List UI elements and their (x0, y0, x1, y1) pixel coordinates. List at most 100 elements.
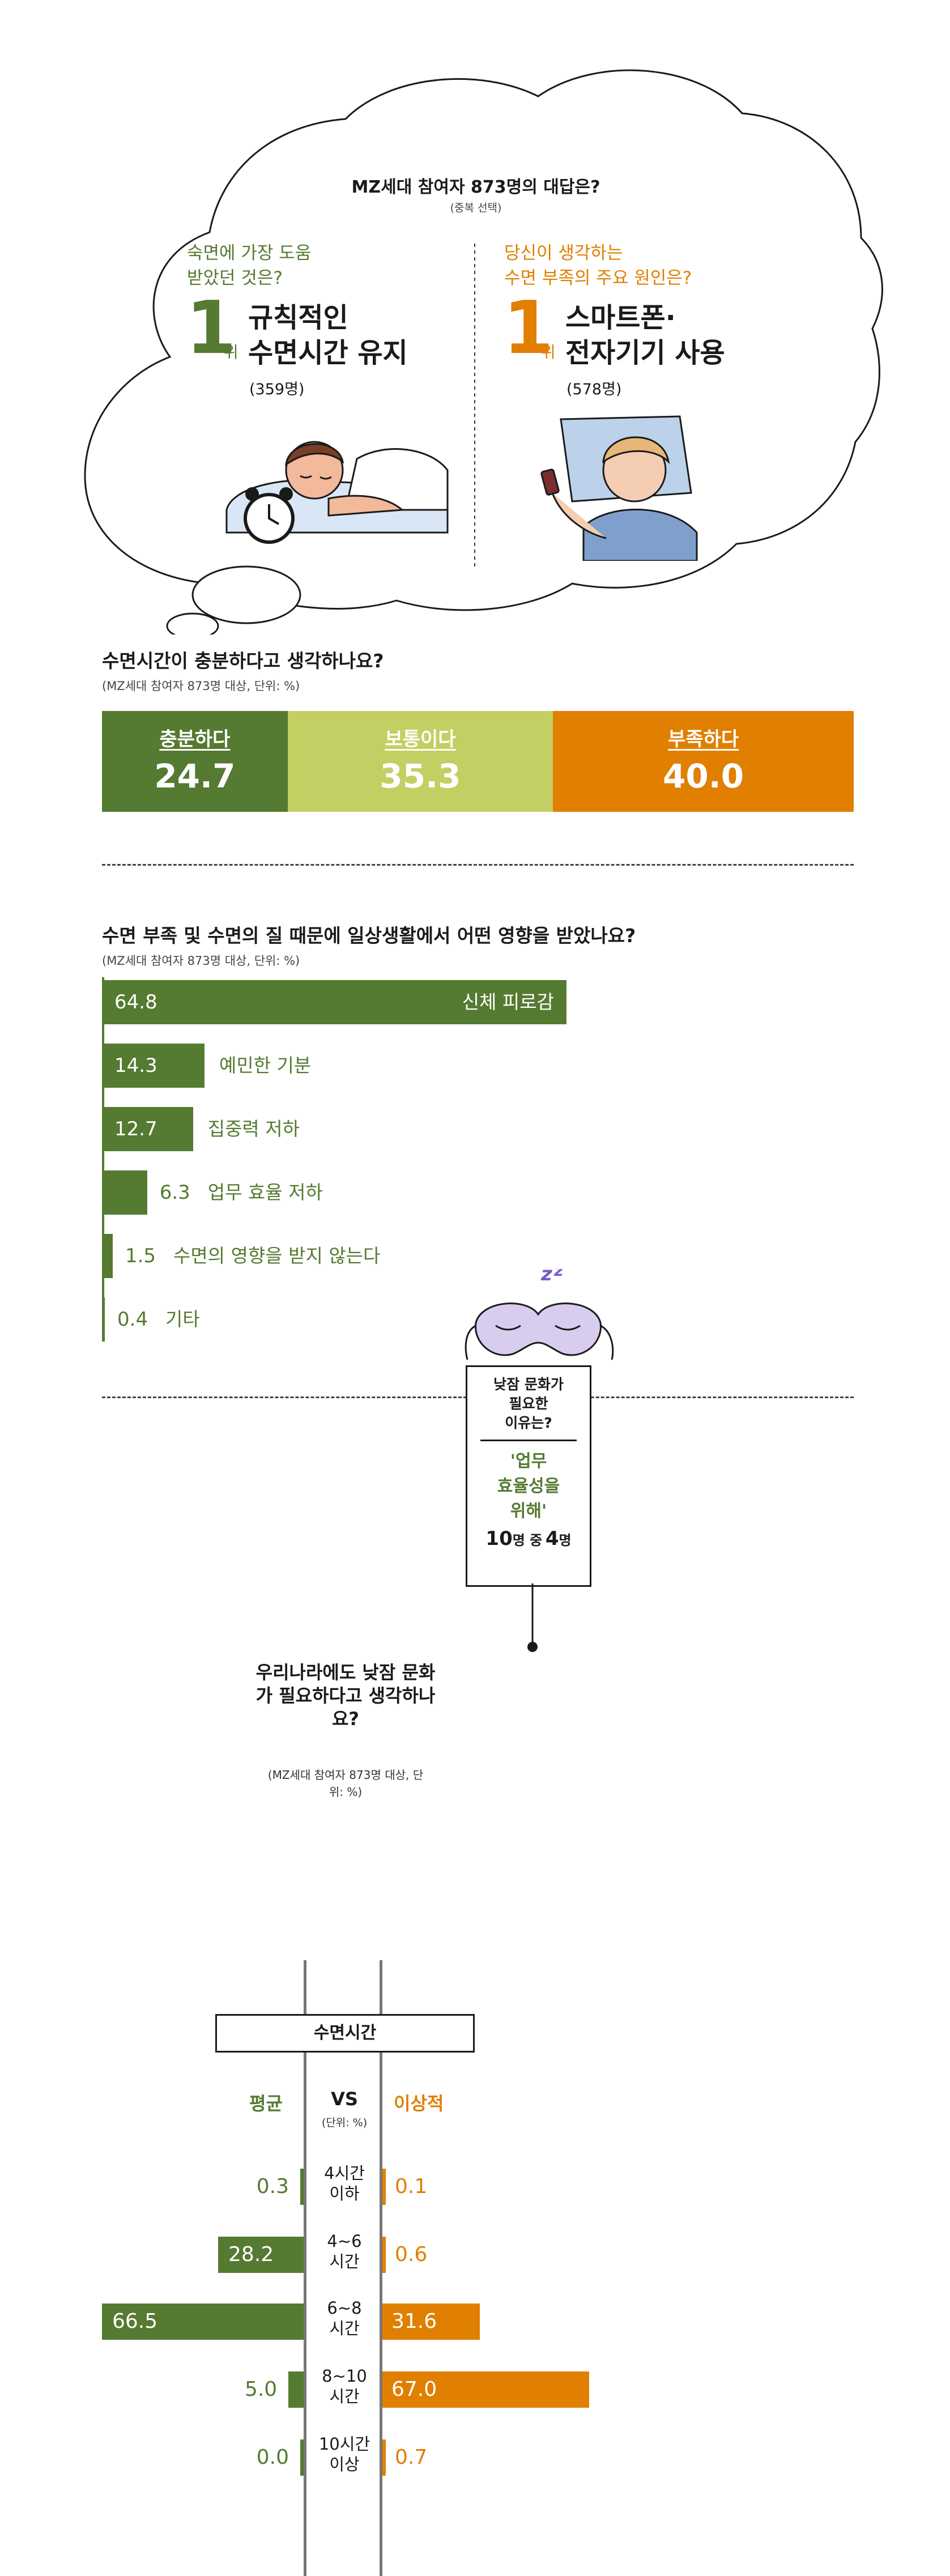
chart2-axis-line (102, 977, 104, 1340)
callout-answer: '업무 효율성을 위해' (467, 1449, 590, 1524)
donut-center-title: 우리나라에도 낮잠 문화가 필요하다고 생각하나요? (255, 1662, 436, 1730)
sleep-hours-title-box: 수면시간 (215, 2014, 475, 2053)
callout-ratio: 10명 중 4명 (467, 1527, 590, 1550)
callout-answer3: 위해' (510, 1501, 547, 1521)
left-question-line1: 숙면에 가장 도움 (187, 243, 312, 263)
category-label-line: 이하 (329, 2184, 360, 2203)
average-value-label: 66.5 (112, 2310, 158, 2333)
donut-label-value: 30.0 (152, 1621, 239, 1663)
ideal-value-label: 67.0 (391, 2378, 437, 2401)
ideal-value-label: 0.7 (395, 2446, 428, 2469)
callout-line1: 낮잠 문화가 (493, 1376, 564, 1393)
sufficiency-value-label: 24.7 (154, 757, 236, 795)
ideal-bar (382, 2304, 480, 2340)
series-name-average: 평균 (249, 2093, 283, 2114)
cloud-illustration (84, 69, 883, 635)
svg-text:z: z (553, 1269, 564, 1280)
effect-category-label: 기타 (165, 1308, 200, 1330)
category-label-line: 시간 (329, 2387, 360, 2406)
effect-value-label: 6.3 (159, 1181, 190, 1204)
category-label: 10시간 이상 (309, 2434, 380, 2475)
category-label: 8~10 시간 (309, 2366, 380, 2407)
cloud-title: MZ세대 참여자 873명의 대답은? (351, 177, 600, 197)
chart1-stacked-bar: 충분하다 24.7 보통이다 35.3 부족하다 40.0 (102, 711, 854, 812)
chart2-bar-chart: 64.8 신체 피로감 14.3 예민한 기분 12.7 집중력 저하 6.3 업무 효율 저… (102, 977, 854, 1346)
ideal-bar (382, 2237, 386, 2273)
category-label-line: 시간 (329, 2319, 360, 2338)
sufficiency-category-label: 보통이다 (385, 728, 456, 751)
callout-ratio-a: 10 (485, 1527, 513, 1550)
effect-value-label: 14.3 (114, 1054, 157, 1077)
effect-bar-1 (102, 980, 566, 1024)
nap-reason-callout: 낮잠 문화가 필요한 이유는? '업무 효율성을 위해' 10명 중 4명 (466, 1365, 591, 1587)
left-answer-line2: 수면시간 유지 (248, 337, 408, 369)
right-answer-line1: 스마트폰· (565, 302, 676, 334)
phone-user-illustration (540, 415, 698, 561)
sleep-mask-illustration: z z (465, 1269, 614, 1360)
donut-label-category: 불필요하다 (148, 1595, 242, 1619)
average-value-label: 0.0 (256, 2446, 289, 2469)
ideal-bar (382, 2439, 386, 2476)
zzz-icon: z (540, 1269, 552, 1285)
ideal-value-label: 31.6 (391, 2310, 437, 2333)
left-count: (359명) (249, 381, 305, 398)
donut-center-subtitle: (MZ세대 참여자 873명 대상, 단위: %) (267, 1768, 424, 1799)
vs-label: VS (331, 2088, 358, 2110)
chart1-subtitle: (MZ세대 참여자 873명 대상, 단위: %) (102, 679, 300, 693)
category-label-line: 6~8 (327, 2298, 362, 2318)
right-question-line1: 당신이 생각하는 (504, 243, 623, 263)
smartphone-icon (540, 469, 560, 496)
left-answer: 규칙적인 수면시간 유지 (248, 300, 408, 371)
sleeping-man-illustration (225, 441, 449, 544)
category-label-line: 8~10 (322, 2366, 367, 2386)
right-count: (578명) (566, 381, 622, 398)
effect-category-label: 신체 피로감 (462, 991, 554, 1013)
effect-category-label: 집중력 저하 (207, 1118, 300, 1140)
left-answer-line1: 규칙적인 (248, 302, 348, 334)
category-label-line: 4~6 (327, 2232, 362, 2251)
average-bar (288, 2371, 304, 2408)
left-rank-number: 1 (186, 286, 237, 371)
left-question-line2: 받았던 것은? (187, 268, 283, 288)
ideal-bar (382, 2169, 386, 2205)
unit-label: (단위: %) (321, 2117, 368, 2129)
right-question-line2: 수면 부족의 주요 원인은? (504, 268, 692, 288)
average-value-label: 28.2 (228, 2243, 274, 2266)
callout-answer2: 효율성을 (497, 1476, 560, 1496)
right-answer: 스마트폰· 전자기기 사용 (565, 300, 725, 371)
effect-value-label: 12.7 (114, 1118, 157, 1140)
chart2-title: 수면 부족 및 수면의 질 때문에 일상생활에서 어떤 영향을 받았나요? (102, 925, 636, 947)
effect-bar-3 (102, 1107, 193, 1151)
ideal-value-label: 0.6 (395, 2243, 428, 2266)
right-rank-suffix: 위 (541, 343, 556, 361)
callout-line3: 이유는? (505, 1415, 552, 1431)
divider-1 (102, 864, 854, 866)
axis-line-right (380, 1960, 382, 2576)
effect-bar-4 (102, 1170, 147, 1215)
callout-divider (480, 1440, 577, 1441)
effect-category-label: 예민한 기분 (219, 1054, 312, 1076)
callout-pointer (527, 1583, 538, 1652)
effect-category-label: 수면의 영향을 받지 않는다 (173, 1245, 381, 1267)
ideal-bar (382, 2371, 589, 2408)
sufficiency-category-label: 부족하다 (668, 728, 739, 751)
sufficiency-value-label: 40.0 (663, 757, 744, 795)
effect-category-label: 업무 효율 저하 (207, 1181, 323, 1203)
right-rank-number: 1 (503, 286, 554, 371)
category-label: 6~8 시간 (309, 2298, 380, 2339)
chart2-subtitle: (MZ세대 참여자 873명 대상, 단위: %) (102, 954, 300, 968)
right-answer-line2: 전자기기 사용 (565, 337, 725, 369)
axis-line-left (304, 1960, 306, 2576)
sufficiency-segment-2: 보통이다 35.3 (287, 711, 553, 812)
ideal-value-label: 0.1 (395, 2175, 428, 2198)
callout-answer1: '업무 (510, 1451, 547, 1471)
right-question: 당신이 생각하는 수면 부족의 주요 원인은? (504, 241, 692, 291)
sufficiency-segment-1: 충분하다 24.7 (102, 711, 288, 812)
category-label-line: 10시간 (318, 2434, 370, 2454)
average-bar (102, 2304, 304, 2340)
left-question: 숙면에 가장 도움 받았던 것은? (187, 241, 311, 291)
donut-label-value: 70.0 (478, 1711, 565, 1752)
cloud-note: (중복 선택) (450, 202, 502, 214)
effect-value-label: 1.5 (125, 1245, 156, 1267)
